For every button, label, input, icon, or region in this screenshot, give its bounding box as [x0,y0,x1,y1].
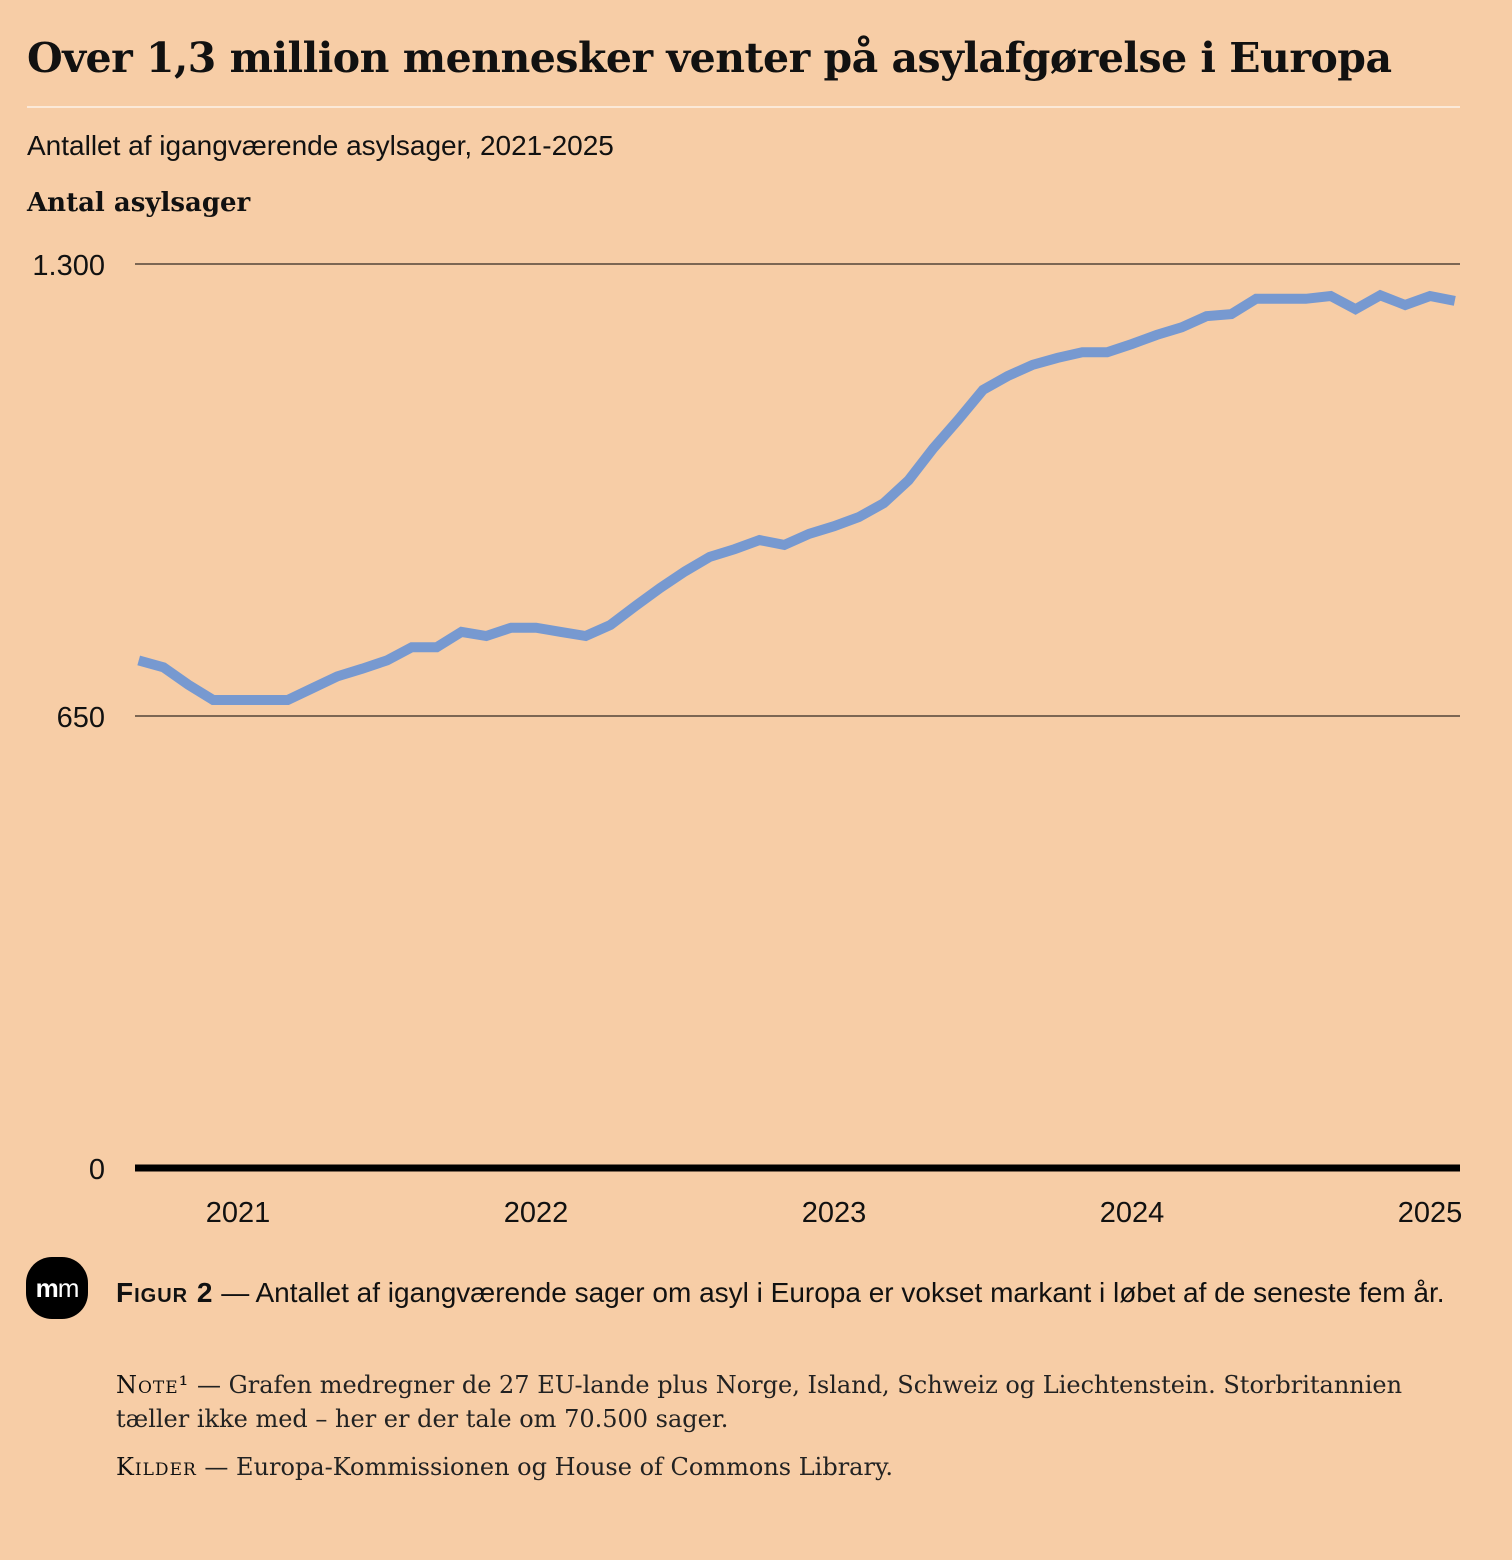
y-tick-label: 0 [89,1154,105,1186]
sources: Kilder — Europa-Kommissionen og House of… [116,1450,1466,1484]
x-tick-label: 2021 [206,1197,271,1229]
x-tick-label: 2025 [1398,1197,1463,1229]
caption-text: Antallet af igangværende sager om asyl i… [255,1277,1445,1308]
line-chart: 0 650 1.300 2021 2022 2023 2024 2025 [32,250,1463,1229]
title-divider [27,106,1460,108]
y-tick-label: 1.300 [32,250,105,282]
caption-label: Figur 2 [116,1277,214,1308]
x-tick-label: 2022 [504,1197,569,1229]
y-axis-label: Antal asylsager [27,188,251,218]
chart-subtitle: Antallet af igangværende asylsager, 2021… [27,130,614,161]
x-tick-label: 2024 [1100,1197,1165,1229]
note-sep: — [189,1371,229,1399]
caption-sep: — [213,1277,256,1308]
note-label: Note¹ [116,1371,190,1399]
sources-label: Kilder [116,1453,197,1481]
y-tick-label: 650 [57,702,105,734]
figure-caption: Figur 2 — Antallet af igangværende sager… [116,1275,1466,1311]
sources-sep: — [196,1453,237,1481]
note-text: Grafen medregner de 27 EU-lande plus Nor… [116,1371,1403,1433]
note: Note¹ — Grafen medregner de 27 EU-lande … [116,1368,1466,1436]
x-tick-label: 2023 [802,1197,867,1229]
sources-text: Europa-Kommissionen og House of Commons … [236,1453,893,1481]
series-line [137,289,1456,705]
chart-title: Over 1,3 million mennesker venter på asy… [27,34,1392,82]
